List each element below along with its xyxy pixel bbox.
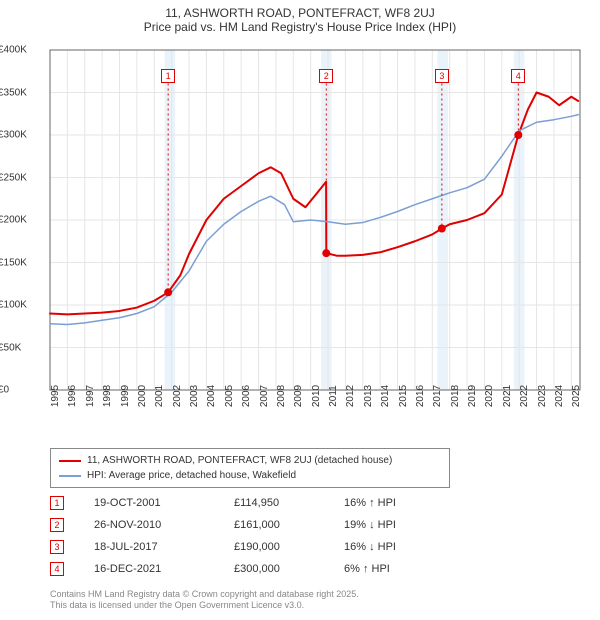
sale-row: 3 18-JUL-2017 £190,000 16% ↓ HPI — [50, 536, 454, 558]
legend-swatch — [59, 460, 81, 462]
chart-sale-marker: 3 — [435, 69, 449, 83]
legend-item: HPI: Average price, detached house, Wake… — [59, 468, 441, 483]
chart-container: 11, ASHWORTH ROAD, PONTEFRACT, WF8 2UJ P… — [0, 0, 600, 620]
sale-date: 16-DEC-2021 — [94, 563, 234, 575]
sale-price: £300,000 — [234, 563, 344, 575]
chart-area: £0£50K£100K£150K£200K£250K£300K£350K£400… — [0, 40, 600, 440]
sale-row: 2 26-NOV-2010 £161,000 19% ↓ HPI — [50, 514, 454, 536]
sale-diff: 16% ↓ HPI — [344, 541, 454, 553]
sale-price: £161,000 — [234, 519, 344, 531]
sale-row: 1 19-OCT-2001 £114,950 16% ↑ HPI — [50, 492, 454, 514]
sale-marker-box: 1 — [50, 496, 64, 510]
sale-row: 4 16-DEC-2021 £300,000 6% ↑ HPI — [50, 558, 454, 580]
legend-label: HPI: Average price, detached house, Wake… — [87, 468, 296, 483]
legend: 11, ASHWORTH ROAD, PONTEFRACT, WF8 2UJ (… — [50, 448, 450, 488]
chart-sale-marker: 2 — [319, 69, 333, 83]
legend-label: 11, ASHWORTH ROAD, PONTEFRACT, WF8 2UJ (… — [87, 453, 392, 468]
title-block: 11, ASHWORTH ROAD, PONTEFRACT, WF8 2UJ P… — [0, 0, 600, 34]
sale-date: 18-JUL-2017 — [94, 541, 234, 553]
sale-price: £190,000 — [234, 541, 344, 553]
title-address: 11, ASHWORTH ROAD, PONTEFRACT, WF8 2UJ — [0, 6, 600, 20]
sale-diff: 19% ↓ HPI — [344, 519, 454, 531]
legend-item: 11, ASHWORTH ROAD, PONTEFRACT, WF8 2UJ (… — [59, 453, 441, 468]
title-subtitle: Price paid vs. HM Land Registry's House … — [0, 20, 600, 34]
sale-price: £114,950 — [234, 497, 344, 509]
sale-diff: 6% ↑ HPI — [344, 563, 454, 575]
footer-line: Contains HM Land Registry data © Crown c… — [50, 589, 359, 601]
sale-marker-box: 2 — [50, 518, 64, 532]
chart-sale-marker: 1 — [161, 69, 175, 83]
chart-sale-marker: 4 — [511, 69, 525, 83]
sale-date: 26-NOV-2010 — [94, 519, 234, 531]
sale-marker-box: 3 — [50, 540, 64, 554]
sale-date: 19-OCT-2001 — [94, 497, 234, 509]
sales-table: 1 19-OCT-2001 £114,950 16% ↑ HPI 2 26-NO… — [50, 492, 454, 580]
legend-swatch — [59, 475, 81, 477]
sale-marker-boxes: 1 2 3 4 — [0, 40, 600, 440]
footer-attribution: Contains HM Land Registry data © Crown c… — [50, 589, 359, 612]
sale-marker-box: 4 — [50, 562, 64, 576]
footer-line: This data is licensed under the Open Gov… — [50, 600, 359, 612]
sale-diff: 16% ↑ HPI — [344, 497, 454, 509]
